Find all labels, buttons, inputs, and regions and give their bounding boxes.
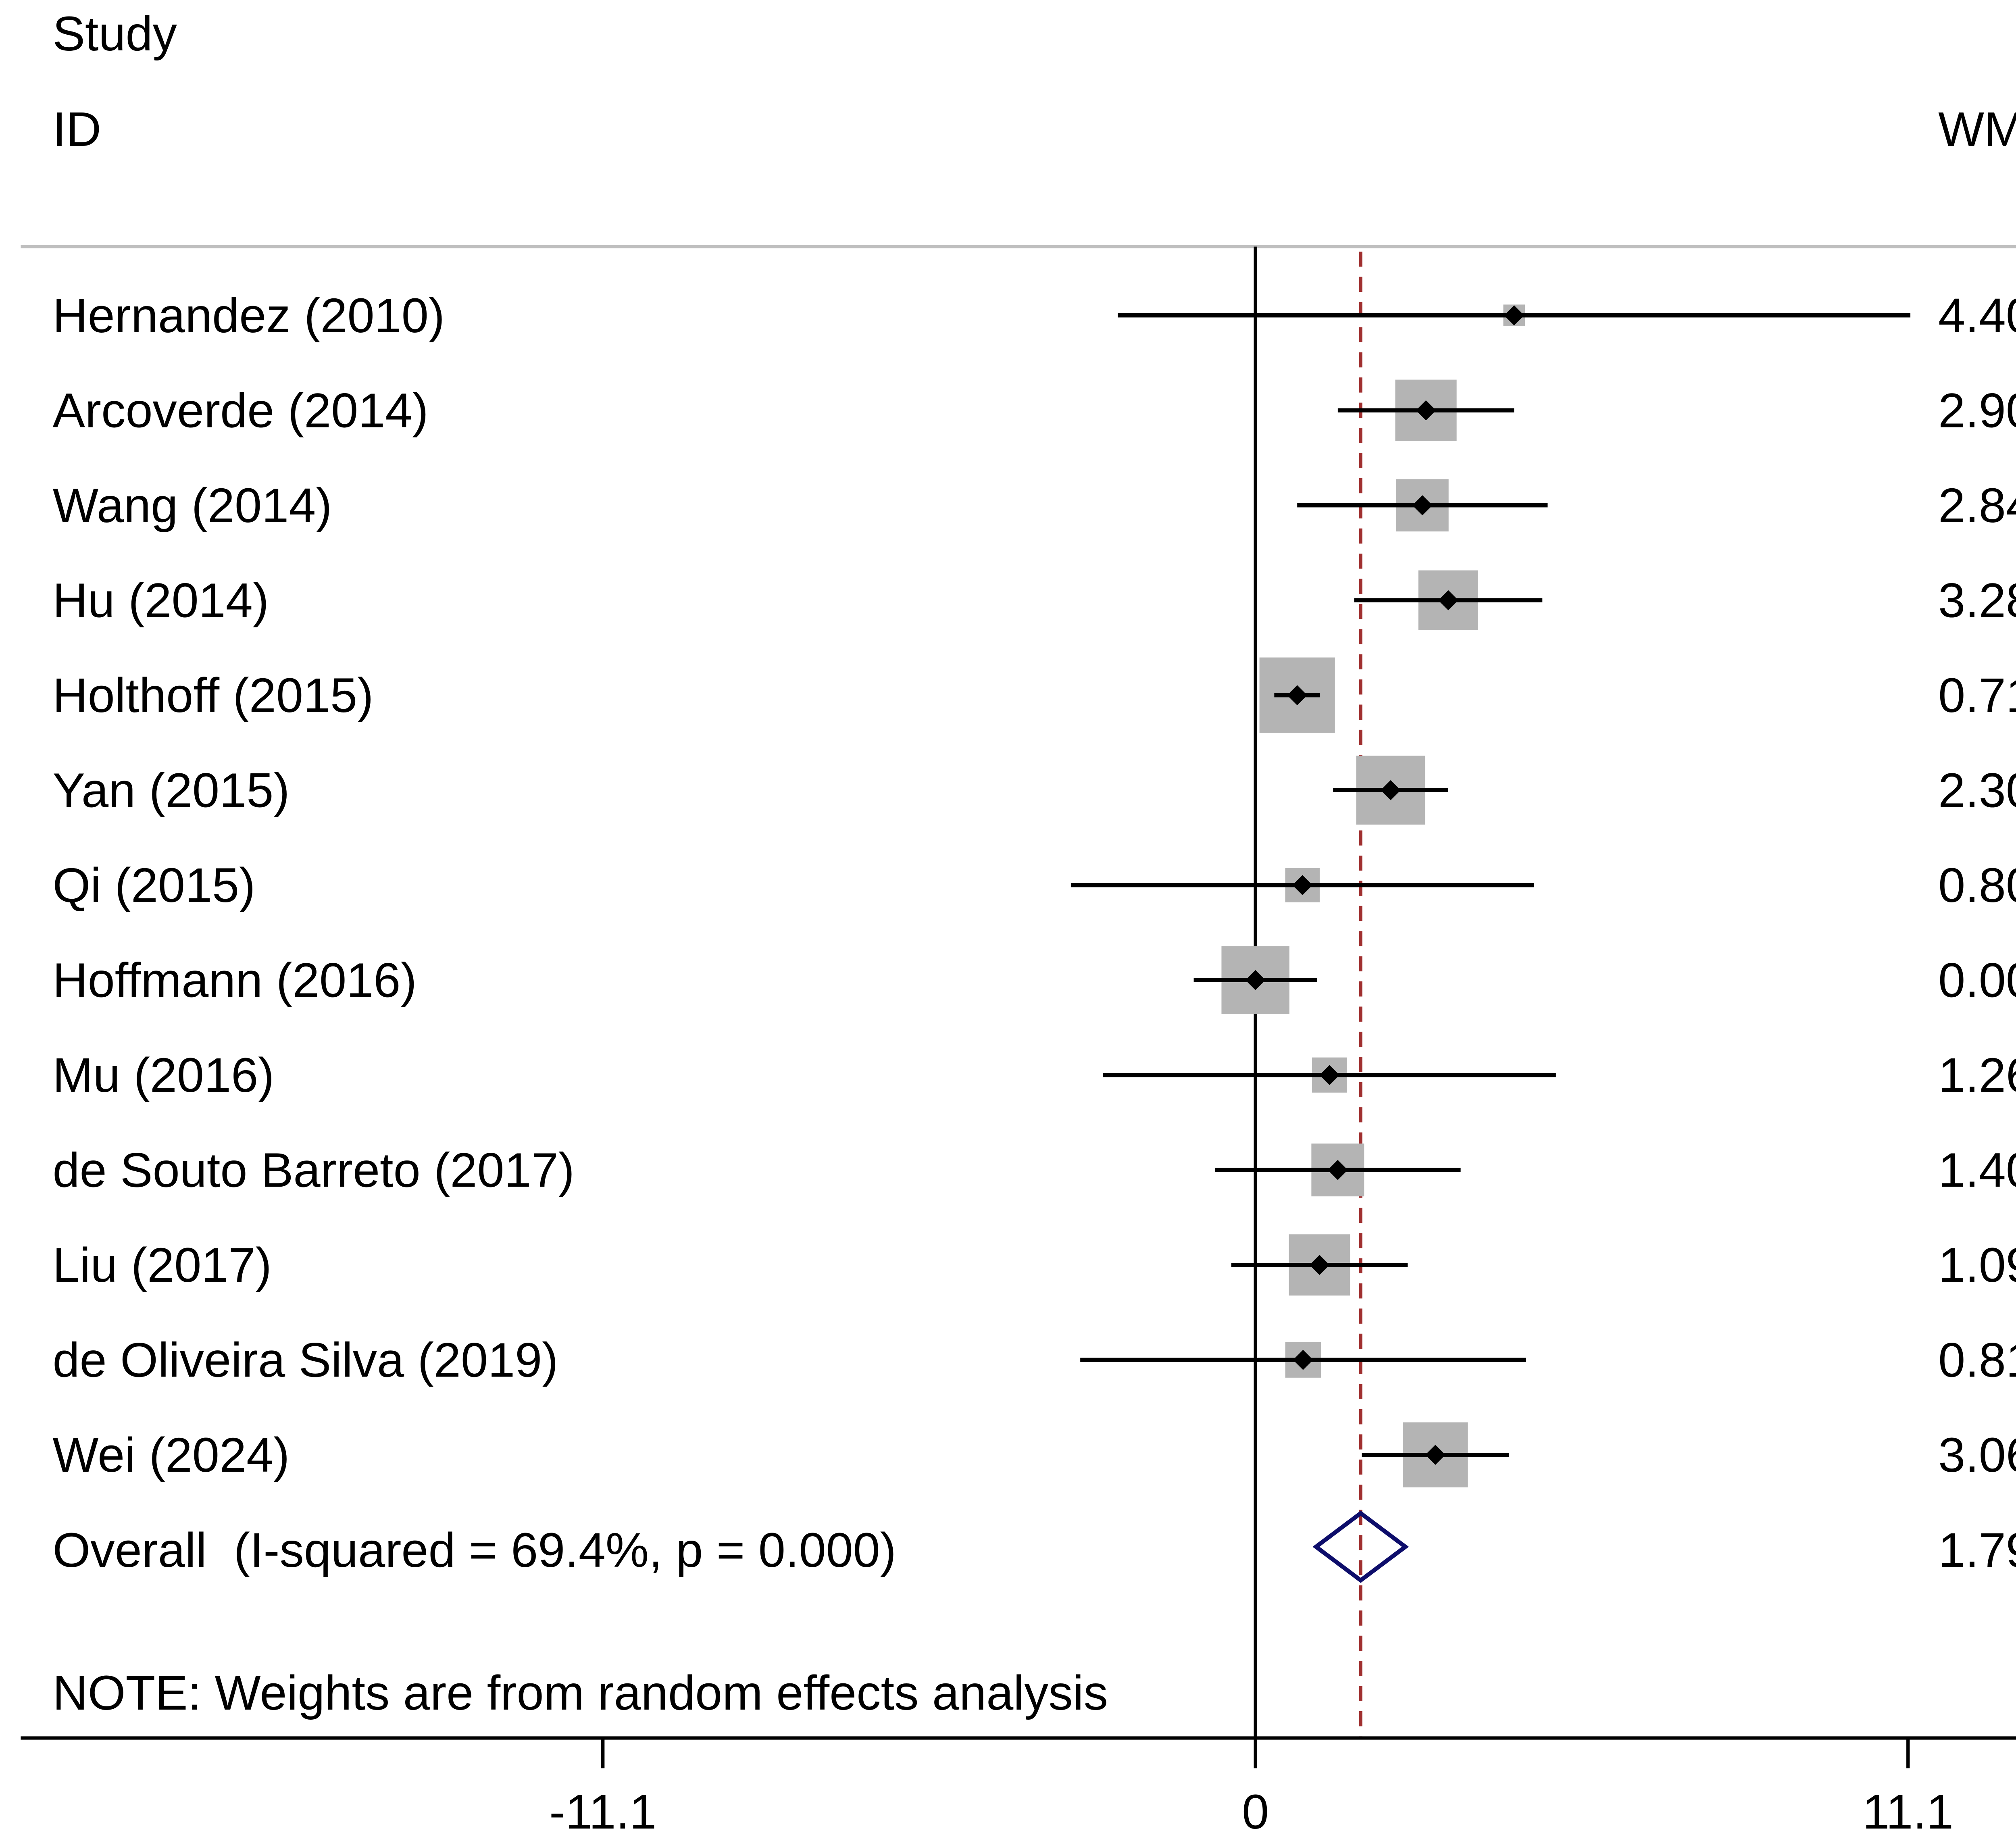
study-row: Arcoverde (2014)2.90 (1.40, 4.40)9.40	[52, 379, 2016, 441]
study-row: Holthoff (2015)0.71 (0.32, 1.10)14.23	[52, 657, 2016, 733]
study-row: Wang (2014)2.84 (0.71, 4.97)6.84	[52, 478, 2016, 533]
study-row: Hu (2014)3.28 (1.68, 4.88)8.92	[52, 570, 2016, 630]
study-label: Yan (2015)	[52, 763, 289, 817]
study-row: Liu (2017)1.09 (-0.41, 2.59)9.36	[52, 1234, 2016, 1296]
study-row: Wei (2024)3.06 (1.81, 4.31)10.56	[52, 1422, 2016, 1487]
study-ci-text: 1.40 (-0.69, 3.49)	[1938, 1143, 2016, 1197]
point-estimate	[1381, 780, 1401, 800]
study-row: Yan (2015)2.30 (1.32, 3.28)11.85	[52, 756, 2016, 825]
point-estimate	[1319, 1065, 1340, 1085]
study-label: Wang (2014)	[52, 478, 332, 533]
study-label: Hernandez (2010)	[52, 288, 445, 343]
point-estimate	[1292, 875, 1313, 896]
study-label: Hoffmann (2016)	[52, 953, 417, 1007]
header-effect: WMD (95% CI)	[1938, 102, 2016, 156]
study-ci-text: 3.06 (1.81, 4.31)	[1938, 1428, 2016, 1482]
x-tick-label: -11.1	[549, 1785, 656, 1837]
note-text: NOTE: Weights are from random effects an…	[52, 1666, 1108, 1720]
study-ci-text: 2.30 (1.32, 3.28)	[1938, 763, 2016, 817]
point-estimate	[1293, 1350, 1313, 1370]
study-label: Wei (2024)	[52, 1428, 289, 1482]
point-estimate	[1425, 1445, 1445, 1465]
study-ci-text: 1.26 (-2.59, 5.11)	[1938, 1048, 2016, 1102]
study-ci-text: 3.28 (1.68, 4.88)	[1938, 573, 2016, 627]
x-tick-label: 0	[1242, 1785, 1269, 1837]
study-ci-text: 0.00 (-1.05, 1.05)	[1938, 953, 2016, 1007]
x-tick-label: 11.1	[1862, 1785, 1954, 1837]
header-study: Study	[52, 6, 177, 61]
study-label: Liu (2017)	[52, 1238, 271, 1292]
point-estimate	[1438, 590, 1458, 610]
study-row: Hernandez (2010)4.40 (-2.34, 11.14)1.17	[52, 288, 2016, 343]
study-ci-text: 0.80 (-3.14, 4.74)	[1938, 858, 2016, 912]
study-label: de Souto Barreto (2017)	[52, 1143, 575, 1197]
point-estimate	[1327, 1160, 1348, 1180]
study-row: de Souto Barreto (2017) 1.40 (-0.69, 3.49…	[52, 1143, 2016, 1197]
study-label: de Oliveira Silva (2019)	[52, 1333, 558, 1387]
study-label: Arcoverde (2014)	[52, 383, 428, 437]
study-ci-text: 0.71 (0.32, 1.10)	[1938, 668, 2016, 723]
study-label: Hu (2014)	[52, 573, 269, 627]
study-row: de Oliveira Silva (2019) 0.81 (-2.98, 4.6…	[52, 1333, 2016, 1387]
study-label: Holthoff (2015)	[52, 668, 373, 723]
point-estimate	[1412, 495, 1433, 516]
overall-ci-text: 1.79 (1.03, 2.55)	[1938, 1523, 2016, 1577]
study-label: Mu (2016)	[52, 1048, 274, 1102]
overall-label: Overall (I-squared = 69.4%, p = 0.000)	[52, 1523, 896, 1577]
overall-diamond	[1312, 1510, 1409, 1583]
study-row: Qi (2015)0.80 (-3.14, 4.74)2.97	[52, 858, 2016, 912]
study-ci-text: 2.84 (0.71, 4.97)	[1938, 478, 2016, 533]
study-row: Mu (2016)1.26 (-2.59, 5.11)3.08	[52, 1048, 2016, 1102]
study-ci-text: 4.40 (-2.34, 11.14)	[1938, 288, 2016, 343]
study-ci-text: 0.81 (-2.98, 4.60)	[1938, 1333, 2016, 1387]
point-estimate	[1245, 970, 1266, 990]
point-estimate	[1309, 1255, 1330, 1275]
header-id: ID	[52, 102, 101, 156]
study-row: Hoffmann (2016)0.00 (-1.05, 1.05)11.53	[52, 946, 2016, 1014]
study-ci-text: 1.09 (-0.41, 2.59)	[1938, 1238, 2016, 1292]
study-ci-text: 2.90 (1.40, 4.40)	[1938, 383, 2016, 437]
study-label: Qi (2015)	[52, 858, 255, 912]
point-estimate	[1416, 400, 1436, 421]
